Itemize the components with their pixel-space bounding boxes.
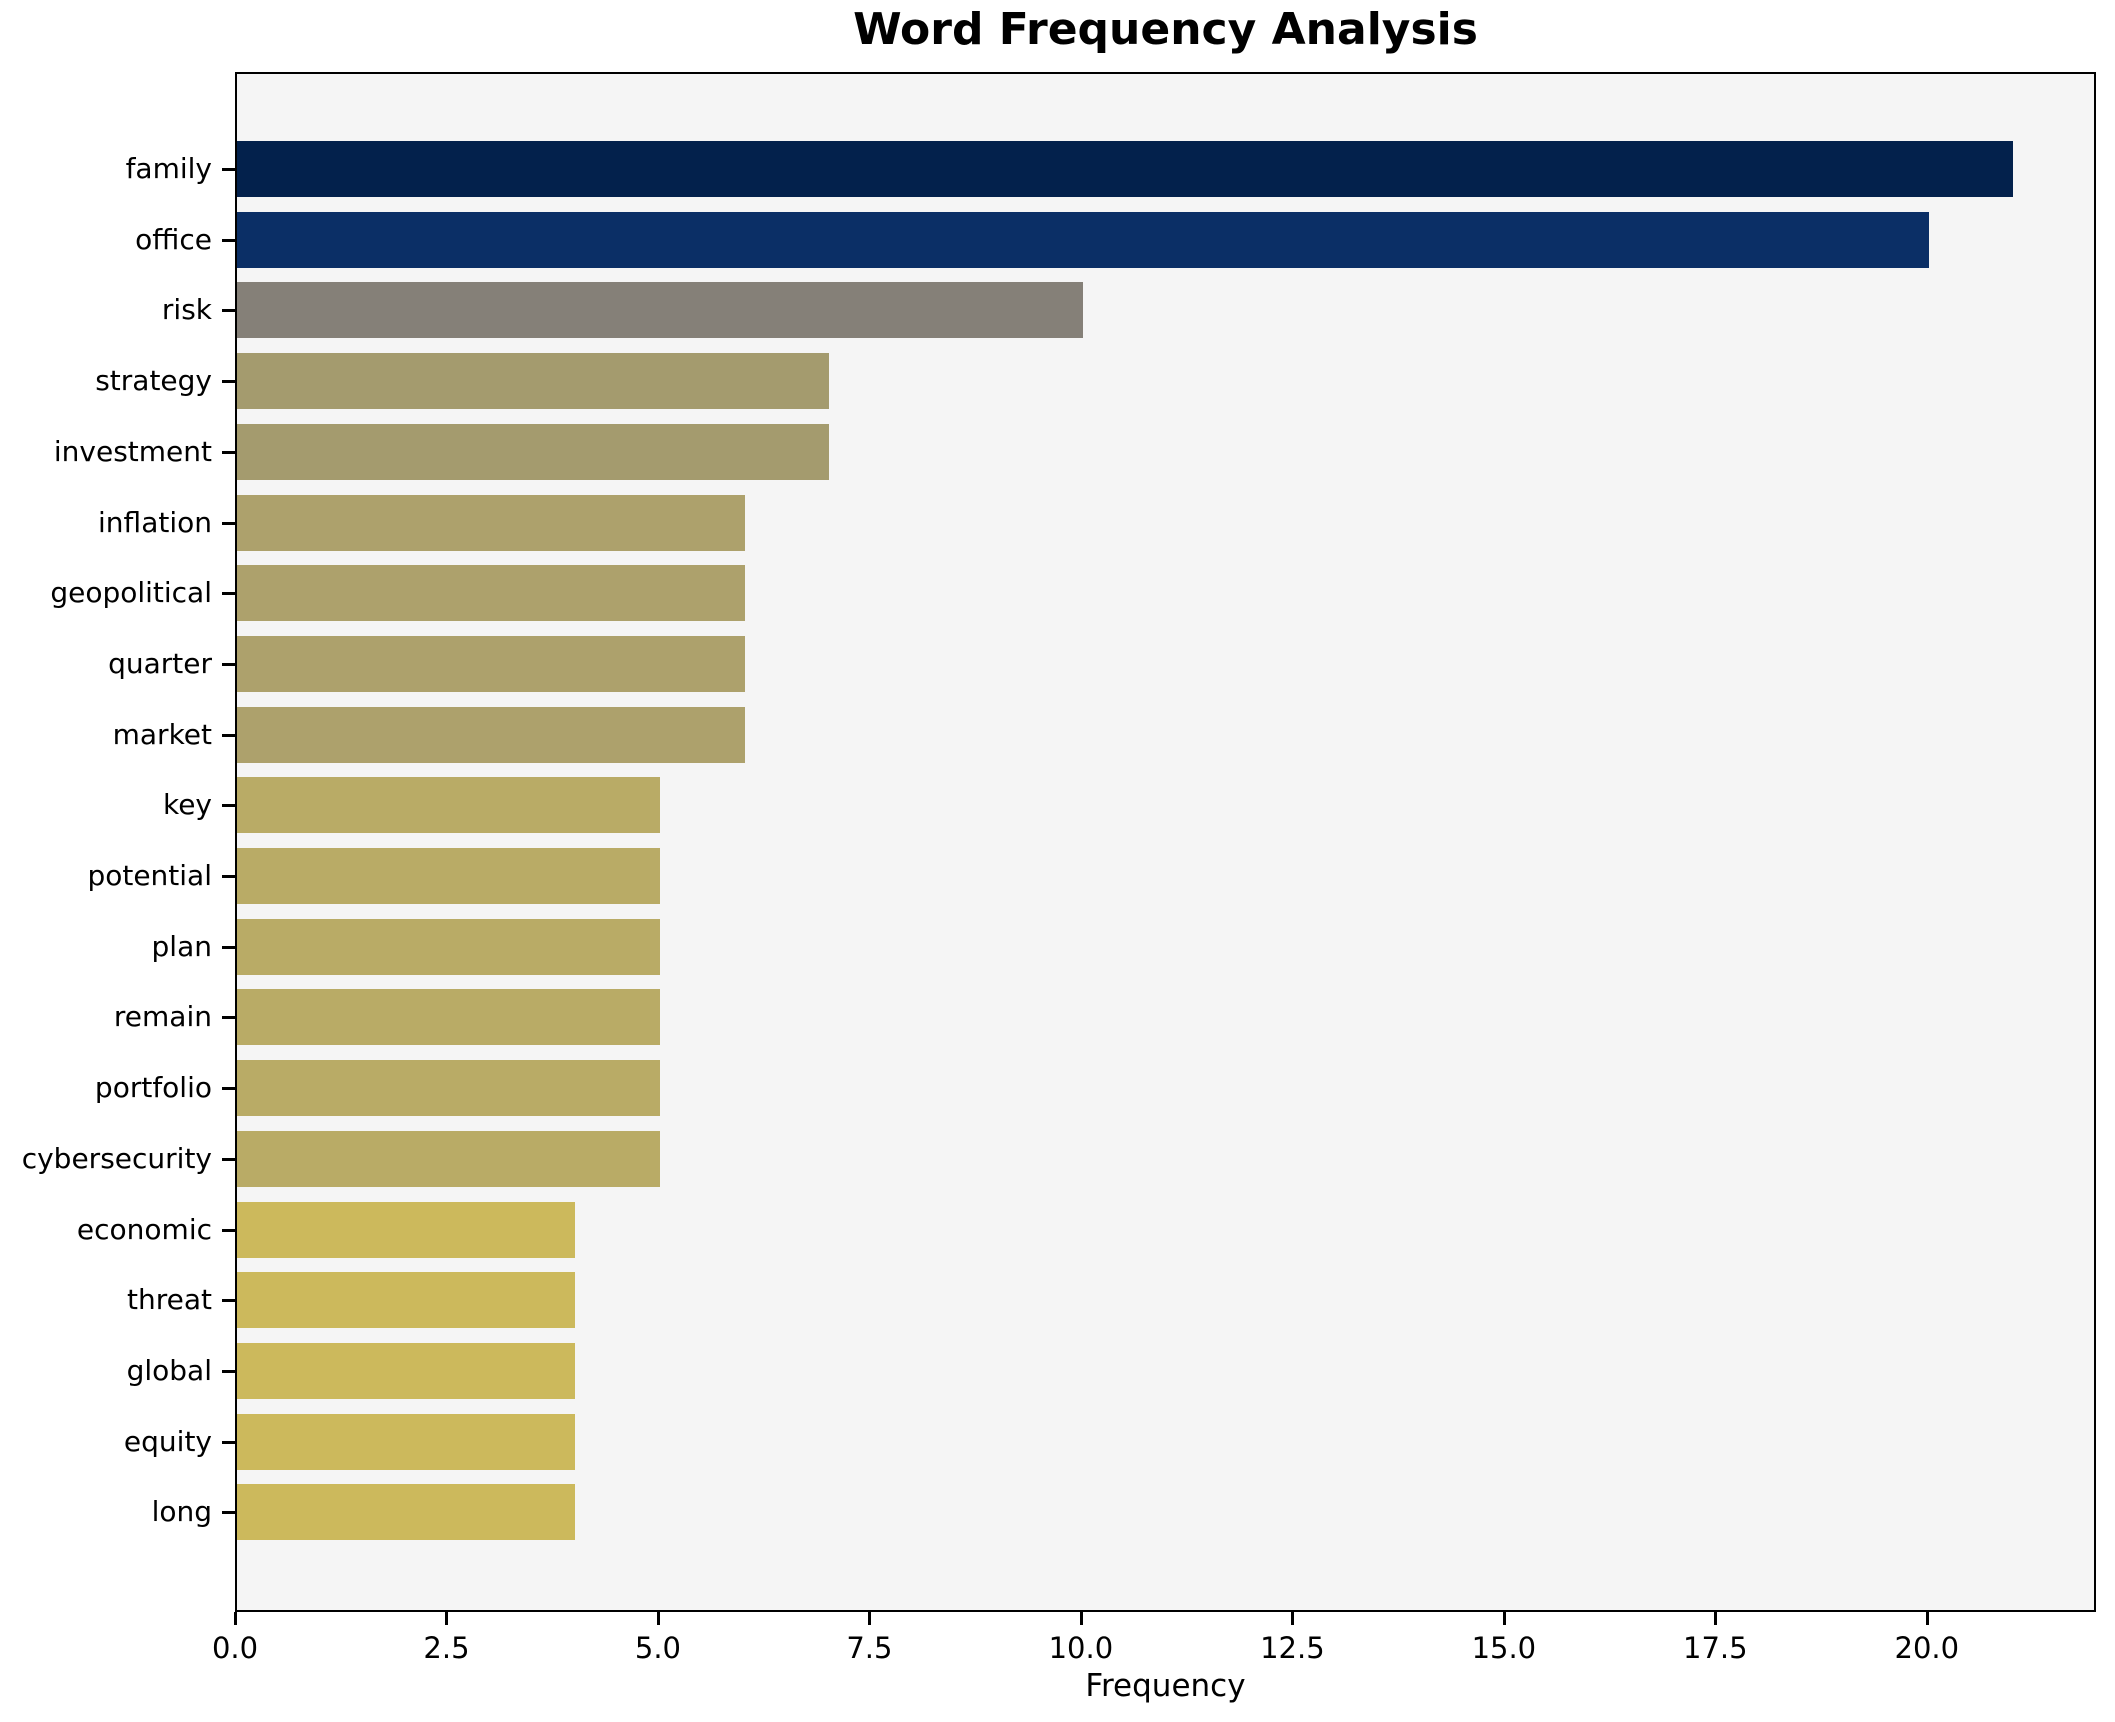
y-tick-label: strategy [95, 364, 212, 398]
y-tick-label: equity [123, 1424, 212, 1458]
bar-remain [237, 989, 660, 1046]
bar-key [237, 777, 660, 834]
y-tick-mark [222, 309, 235, 313]
y-tick-label: global [126, 1353, 212, 1387]
y-tick-label: risk [161, 293, 212, 327]
bar-family [237, 141, 2014, 197]
y-tick-label: long [151, 1495, 212, 1529]
y-tick-label: market [112, 717, 212, 751]
y-tick-label: economic [76, 1212, 212, 1246]
x-axis-label: Frequency [1085, 1668, 1246, 1704]
x-tick-mark [1925, 1612, 1929, 1625]
y-tick-label: remain [113, 1000, 212, 1034]
y-tick-mark [222, 1511, 235, 1515]
y-tick-label: geopolitical [50, 576, 212, 610]
bar-investment [237, 423, 830, 480]
y-tick-mark [222, 733, 235, 737]
x-tick-mark [656, 1612, 660, 1625]
x-tick-label: 12.5 [1260, 1631, 1325, 1665]
y-tick-mark [222, 1016, 235, 1020]
y-tick-mark [222, 1087, 235, 1091]
bar-quarter [237, 635, 745, 692]
x-tick-mark [868, 1612, 872, 1625]
bar-potential [237, 848, 660, 904]
bar-cybersecurity [237, 1130, 660, 1187]
y-tick-label: quarter [108, 646, 212, 680]
bar-geopolitical [237, 565, 745, 622]
x-tick-mark [445, 1612, 449, 1625]
x-tick-label: 2.5 [423, 1631, 470, 1665]
y-tick-label: family [125, 152, 212, 185]
bar-threat [237, 1272, 576, 1329]
y-tick-label: potential [87, 859, 212, 892]
bar-office [237, 211, 1929, 268]
y-tick-label: portfolio [94, 1071, 212, 1105]
y-tick-mark [222, 380, 235, 384]
plot-area [235, 72, 2096, 1612]
bar-inflation [237, 494, 745, 551]
x-tick-mark [234, 1612, 237, 1625]
bar-risk [237, 282, 1083, 339]
y-tick-mark [222, 1228, 235, 1232]
y-tick-label: cybersecurity [21, 1141, 212, 1175]
y-tick-mark [222, 1157, 235, 1161]
bar-plan [237, 918, 660, 975]
x-tick-label: 0.0 [211, 1631, 259, 1665]
y-tick-mark [222, 662, 235, 666]
y-tick-mark [222, 1369, 235, 1373]
bar-global [237, 1342, 576, 1399]
y-tick-label: office [135, 222, 212, 256]
x-tick-label: 7.5 [846, 1631, 893, 1665]
y-tick-mark [222, 238, 235, 242]
y-tick-mark [222, 804, 235, 808]
x-tick-mark [1502, 1612, 1506, 1625]
y-tick-label: plan [151, 929, 212, 963]
bar-portfolio [237, 1060, 660, 1117]
y-tick-mark [222, 1440, 235, 1444]
bar-equity [237, 1413, 576, 1470]
chart-title: Word Frequency Analysis [853, 4, 1478, 55]
x-tick-label: 10.0 [1048, 1631, 1114, 1665]
y-tick-mark [222, 1299, 235, 1303]
bar-market [237, 706, 745, 763]
y-tick-label: investment [53, 434, 212, 468]
x-tick-mark [1714, 1612, 1718, 1625]
x-tick-mark [1291, 1612, 1295, 1625]
y-tick-mark [222, 521, 235, 525]
y-tick-label: inflation [98, 505, 212, 539]
bar-economic [237, 1201, 576, 1258]
y-tick-mark [222, 450, 235, 454]
bar-strategy [237, 353, 830, 410]
y-tick-label: key [162, 788, 212, 822]
x-tick-label: 17.5 [1683, 1631, 1748, 1665]
y-tick-mark [222, 592, 235, 596]
y-tick-label: threat [127, 1283, 212, 1317]
y-tick-mark [222, 945, 235, 949]
x-tick-label: 20.0 [1894, 1631, 1960, 1665]
x-tick-label: 5.0 [634, 1631, 682, 1665]
x-tick-mark [1079, 1612, 1083, 1625]
x-tick-label: 15.0 [1471, 1631, 1537, 1665]
y-tick-mark [222, 168, 235, 171]
bar-long [237, 1484, 576, 1541]
y-tick-mark [222, 875, 235, 878]
